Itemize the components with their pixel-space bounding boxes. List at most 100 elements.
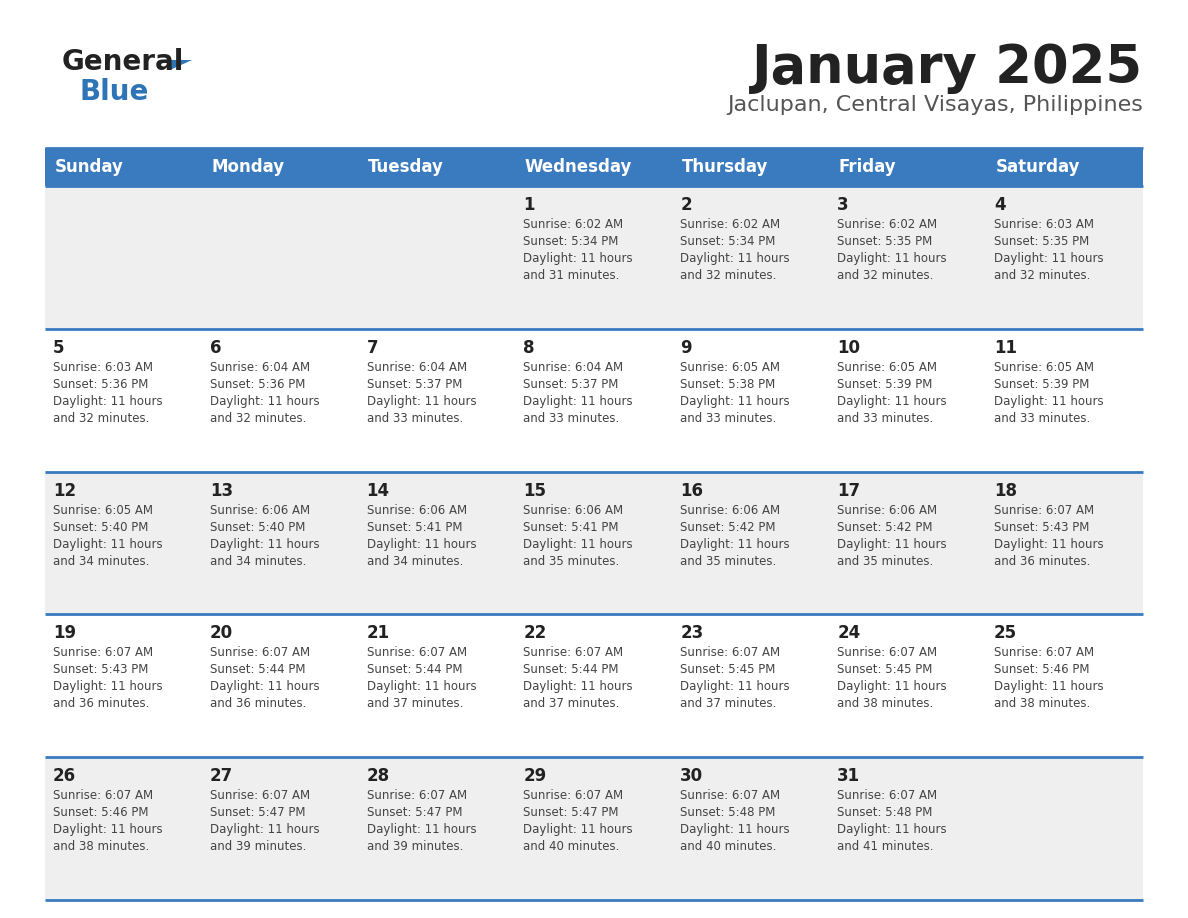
Text: and 34 minutes.: and 34 minutes.	[52, 554, 150, 567]
Text: Sunset: 5:45 PM: Sunset: 5:45 PM	[681, 664, 776, 677]
Text: 11: 11	[994, 339, 1017, 357]
Bar	[516, 614, 672, 757]
Text: Sunset: 5:43 PM: Sunset: 5:43 PM	[52, 664, 148, 677]
Text: Daylight: 11 hours: Daylight: 11 hours	[994, 680, 1104, 693]
Bar	[516, 472, 672, 614]
Text: and 33 minutes.: and 33 minutes.	[524, 412, 620, 425]
Polygon shape	[170, 60, 192, 70]
Text: and 36 minutes.: and 36 minutes.	[52, 698, 150, 711]
Text: Sunrise: 6:06 AM: Sunrise: 6:06 AM	[838, 504, 937, 517]
Text: Sunrise: 6:02 AM: Sunrise: 6:02 AM	[524, 218, 624, 231]
Text: Sunset: 5:42 PM: Sunset: 5:42 PM	[838, 521, 933, 533]
Text: 1: 1	[524, 196, 535, 214]
Text: Sunrise: 6:07 AM: Sunrise: 6:07 AM	[681, 789, 781, 802]
Text: 5: 5	[52, 339, 64, 357]
Bar	[202, 186, 359, 329]
Text: 24: 24	[838, 624, 860, 643]
Bar	[45, 186, 202, 329]
Text: 12: 12	[52, 482, 76, 499]
Text: 26: 26	[52, 767, 76, 785]
Text: Daylight: 11 hours: Daylight: 11 hours	[994, 538, 1104, 551]
Text: and 38 minutes.: and 38 minutes.	[52, 840, 148, 853]
Bar	[202, 614, 359, 757]
Text: Sunset: 5:47 PM: Sunset: 5:47 PM	[524, 806, 619, 819]
Bar	[359, 614, 516, 757]
Text: and 35 minutes.: and 35 minutes.	[681, 554, 777, 567]
Text: Daylight: 11 hours: Daylight: 11 hours	[210, 823, 320, 836]
Text: Daylight: 11 hours: Daylight: 11 hours	[838, 680, 947, 693]
Text: Sunset: 5:37 PM: Sunset: 5:37 PM	[524, 378, 619, 391]
Bar	[672, 757, 829, 900]
Bar	[986, 757, 1143, 900]
Bar	[986, 329, 1143, 472]
Text: Daylight: 11 hours: Daylight: 11 hours	[367, 538, 476, 551]
Text: Sunset: 5:36 PM: Sunset: 5:36 PM	[52, 378, 148, 391]
Text: Blue: Blue	[80, 78, 150, 106]
Text: 14: 14	[367, 482, 390, 499]
Text: Sunrise: 6:07 AM: Sunrise: 6:07 AM	[367, 789, 467, 802]
Text: Sunset: 5:37 PM: Sunset: 5:37 PM	[367, 378, 462, 391]
Text: Sunday: Sunday	[55, 158, 124, 176]
Bar	[829, 472, 986, 614]
Bar	[672, 329, 829, 472]
Text: 22: 22	[524, 624, 546, 643]
Text: Sunrise: 6:07 AM: Sunrise: 6:07 AM	[52, 646, 153, 659]
Text: Sunset: 5:44 PM: Sunset: 5:44 PM	[524, 664, 619, 677]
Bar	[45, 757, 202, 900]
Text: General: General	[62, 48, 184, 76]
Text: Daylight: 11 hours: Daylight: 11 hours	[367, 680, 476, 693]
Text: Monday: Monday	[211, 158, 284, 176]
Bar	[202, 148, 359, 186]
Text: Sunrise: 6:05 AM: Sunrise: 6:05 AM	[994, 361, 1094, 374]
Text: Sunset: 5:47 PM: Sunset: 5:47 PM	[367, 806, 462, 819]
Text: and 40 minutes.: and 40 minutes.	[681, 840, 777, 853]
Text: Daylight: 11 hours: Daylight: 11 hours	[524, 395, 633, 408]
Text: Daylight: 11 hours: Daylight: 11 hours	[52, 538, 163, 551]
Bar	[672, 148, 829, 186]
Text: Sunrise: 6:07 AM: Sunrise: 6:07 AM	[524, 646, 624, 659]
Text: 3: 3	[838, 196, 848, 214]
Text: and 32 minutes.: and 32 minutes.	[52, 412, 150, 425]
Text: Sunrise: 6:02 AM: Sunrise: 6:02 AM	[681, 218, 781, 231]
Text: and 32 minutes.: and 32 minutes.	[838, 269, 934, 282]
Text: and 32 minutes.: and 32 minutes.	[681, 269, 777, 282]
Bar	[45, 329, 202, 472]
Text: Saturday: Saturday	[996, 158, 1080, 176]
Text: Sunset: 5:42 PM: Sunset: 5:42 PM	[681, 521, 776, 533]
Text: Sunrise: 6:06 AM: Sunrise: 6:06 AM	[367, 504, 467, 517]
Text: Sunset: 5:41 PM: Sunset: 5:41 PM	[367, 521, 462, 533]
Text: January 2025: January 2025	[752, 42, 1143, 94]
Text: Daylight: 11 hours: Daylight: 11 hours	[367, 395, 476, 408]
Bar	[202, 757, 359, 900]
Text: and 36 minutes.: and 36 minutes.	[210, 698, 307, 711]
Text: 16: 16	[681, 482, 703, 499]
Text: Sunrise: 6:07 AM: Sunrise: 6:07 AM	[367, 646, 467, 659]
Text: Sunrise: 6:04 AM: Sunrise: 6:04 AM	[367, 361, 467, 374]
Text: 13: 13	[210, 482, 233, 499]
Text: Sunrise: 6:05 AM: Sunrise: 6:05 AM	[681, 361, 781, 374]
Text: Sunset: 5:46 PM: Sunset: 5:46 PM	[994, 664, 1089, 677]
Text: 15: 15	[524, 482, 546, 499]
Text: Daylight: 11 hours: Daylight: 11 hours	[681, 680, 790, 693]
Text: 17: 17	[838, 482, 860, 499]
Text: 23: 23	[681, 624, 703, 643]
Text: Daylight: 11 hours: Daylight: 11 hours	[838, 823, 947, 836]
Bar	[516, 329, 672, 472]
Text: Daylight: 11 hours: Daylight: 11 hours	[524, 538, 633, 551]
Text: Sunset: 5:34 PM: Sunset: 5:34 PM	[681, 235, 776, 248]
Text: Sunset: 5:39 PM: Sunset: 5:39 PM	[994, 378, 1089, 391]
Bar	[516, 186, 672, 329]
Text: and 38 minutes.: and 38 minutes.	[838, 698, 934, 711]
Text: Daylight: 11 hours: Daylight: 11 hours	[524, 680, 633, 693]
Bar	[829, 186, 986, 329]
Text: Sunrise: 6:07 AM: Sunrise: 6:07 AM	[838, 789, 937, 802]
Text: Daylight: 11 hours: Daylight: 11 hours	[681, 538, 790, 551]
Text: Daylight: 11 hours: Daylight: 11 hours	[524, 252, 633, 265]
Text: Sunrise: 6:07 AM: Sunrise: 6:07 AM	[524, 789, 624, 802]
Text: Thursday: Thursday	[682, 158, 769, 176]
Text: Sunset: 5:35 PM: Sunset: 5:35 PM	[838, 235, 933, 248]
Text: 28: 28	[367, 767, 390, 785]
Text: Jaclupan, Central Visayas, Philippines: Jaclupan, Central Visayas, Philippines	[727, 95, 1143, 115]
Text: 29: 29	[524, 767, 546, 785]
Text: 19: 19	[52, 624, 76, 643]
